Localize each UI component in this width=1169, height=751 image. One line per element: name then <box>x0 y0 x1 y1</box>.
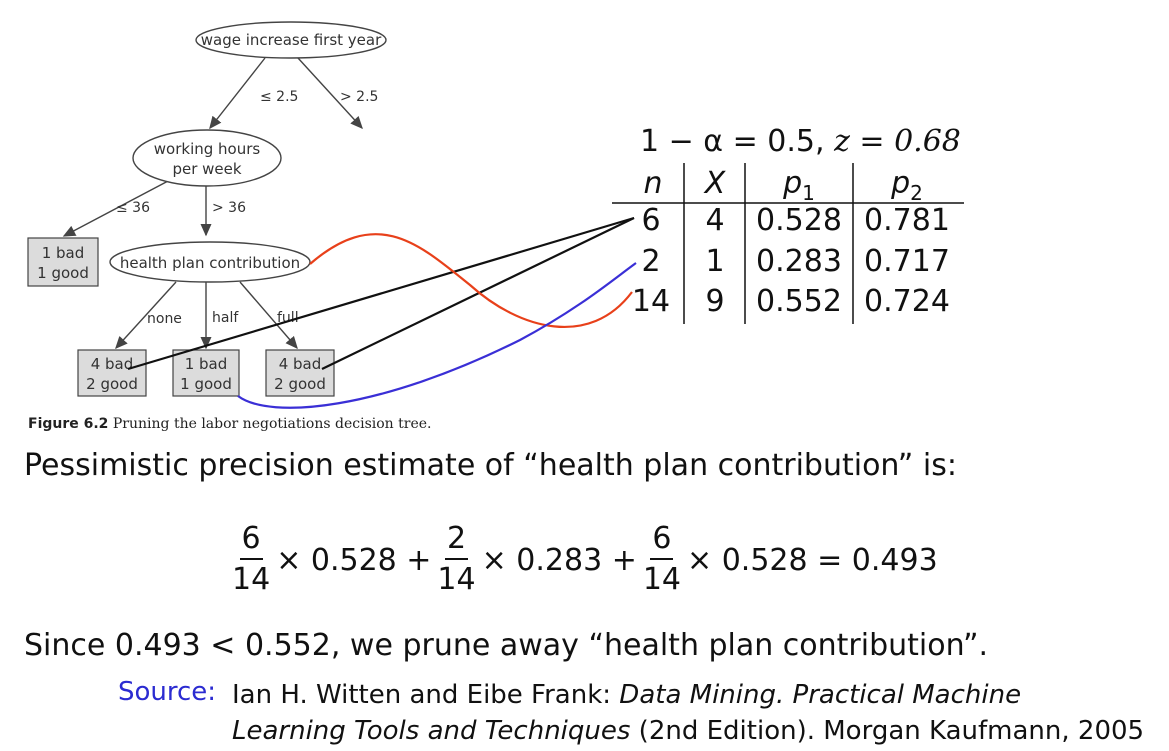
connector-health-to-row14 <box>309 233 633 328</box>
edge-hours-left <box>62 179 171 237</box>
source-citation: Ian H. Witten and Eibe Frank: Data Minin… <box>232 677 1144 749</box>
node-working-hours-line1: working hours <box>154 140 261 158</box>
source-title-line2: Learning Tools and Techniques <box>232 716 631 746</box>
table-row3-x: 9 <box>705 284 725 319</box>
source-label: Source: <box>118 677 217 707</box>
leaf-full-line1: 4 bad <box>279 355 322 373</box>
edge-root-right <box>297 57 363 130</box>
edge-label-half: half <box>212 310 239 326</box>
leaf-none <box>77 349 147 397</box>
table-row1-p2: 0.781 <box>864 203 950 238</box>
fraction-1: 6 14 <box>232 520 270 600</box>
node-health-plan-label: health plan contribution <box>120 254 300 272</box>
fraction-3: 6 14 <box>643 520 681 600</box>
figure-caption: Figure 6.2 Pruning the labor negotiation… <box>28 416 431 432</box>
formula-term-3: × 0.528 = 0.493 <box>687 542 938 578</box>
table-row1-n: 6 <box>641 203 661 238</box>
fraction-3-denominator: 14 <box>642 562 682 597</box>
fraction-2-numerator: 2 <box>444 520 469 560</box>
leaf-hours-le-36-line1: 1 bad <box>42 244 85 262</box>
pessimistic-formula: 6 14 × 0.528 + 2 14 × 0.283 + 6 14 × 0.5… <box>226 520 938 600</box>
node-working-hours-line2: per week <box>172 160 241 178</box>
node-wage-increase <box>195 21 387 59</box>
connector-half-to-row2 <box>237 262 637 409</box>
edge-label-none: none <box>147 311 182 327</box>
fraction-1-denominator: 14 <box>232 562 271 597</box>
table-row3-n: 14 <box>631 284 671 319</box>
fraction-3-numerator: 6 <box>650 520 674 560</box>
table-row3-p1: 0.552 <box>756 284 842 319</box>
edge-root-left <box>209 57 266 130</box>
table-header-n: n <box>643 166 663 201</box>
estimate-intro: Pessimistic precision estimate of “healt… <box>24 448 957 483</box>
table-row2-p1: 0.283 <box>756 244 842 279</box>
table-row2-n: 2 <box>641 244 661 279</box>
node-wage-increase-label: wage increase first year <box>201 31 382 49</box>
leaf-none-line2: 2 good <box>86 375 138 393</box>
edge-health-full <box>239 281 298 350</box>
leaf-half <box>172 349 240 397</box>
leaf-full <box>265 349 335 397</box>
fraction-2-denominator: 14 <box>437 562 476 597</box>
table-row3-p2: 0.724 <box>864 284 950 319</box>
edge-label-le-2-5: ≤ 2.5 <box>260 89 298 105</box>
table-header-p2: p2 <box>891 166 923 205</box>
confidence-z: z = 0.68 <box>834 124 961 159</box>
confidence-parameters: 1 − α = 0.5, z = 0.68 <box>640 124 961 159</box>
figure-caption-label: Figure 6.2 <box>28 416 109 432</box>
table-row2-p2: 0.717 <box>864 244 950 279</box>
fraction-1-numerator: 6 <box>239 520 263 560</box>
edge-label-gt-36: > 36 <box>212 200 246 216</box>
connector-none-to-row6 <box>127 216 635 371</box>
edge-label-le-36: ≤ 36 <box>116 200 150 216</box>
confidence-lhs: 1 − α = 0.5, <box>640 124 825 159</box>
fraction-2: 2 14 <box>437 520 475 600</box>
leaf-full-line2: 2 good <box>274 375 326 393</box>
table-header-p1: p1 <box>783 166 815 205</box>
formula-term-2: × 0.283 + <box>481 542 637 578</box>
source-authors: Ian H. Witten and Eibe Frank: <box>232 680 620 710</box>
source-title-line1: Data Mining. Practical Machine <box>619 680 1022 710</box>
figure-caption-text: Pruning the labor negotiations decision … <box>112 416 432 432</box>
leaf-half-line1: 1 bad <box>185 355 228 373</box>
leaf-hours-le-36 <box>27 237 99 287</box>
node-working-hours <box>132 129 282 187</box>
table-row1-x: 4 <box>705 203 725 238</box>
table-row2-x: 1 <box>705 244 725 279</box>
conclusion-text: Since 0.493 < 0.552, we prune away “heal… <box>24 628 989 663</box>
leaf-none-line1: 4 bad <box>91 355 134 373</box>
table-header-x: X <box>704 166 726 201</box>
formula-term-1: × 0.528 + <box>276 542 432 578</box>
connector-full-to-row6 <box>321 217 635 370</box>
leaf-half-line2: 1 good <box>180 375 232 393</box>
edge-health-none <box>115 281 177 350</box>
table-row1-p1: 0.528 <box>756 203 842 238</box>
node-health-plan <box>109 241 311 283</box>
leaf-hours-le-36-line2: 1 good <box>37 264 89 282</box>
edge-label-gt-2-5: > 2.5 <box>340 89 378 105</box>
source-publisher: (2nd Edition). Morgan Kaufmann, 2005 <box>630 716 1145 746</box>
